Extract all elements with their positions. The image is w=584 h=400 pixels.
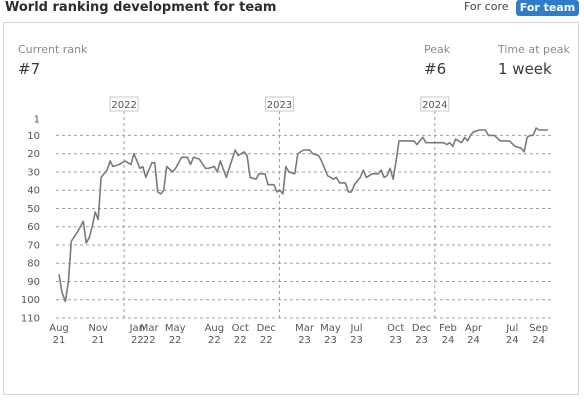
year-marker-label: 2023	[267, 100, 292, 111]
x-tick-month: Sep	[529, 323, 548, 334]
toggle-for-team-button[interactable]: For team	[516, 0, 579, 16]
y-tick-label: 60	[27, 222, 40, 233]
year-marker-box	[264, 96, 294, 112]
y-tick-label: 50	[27, 204, 40, 215]
x-tick-month: Aug	[205, 323, 225, 334]
page-title: World ranking development for team	[5, 0, 277, 15]
year-marker-box	[420, 96, 450, 112]
current-rank-label: Current rank	[18, 43, 88, 56]
x-tick-month: Jan	[129, 323, 145, 334]
x-tick-year: 24	[532, 335, 545, 346]
x-tick-month: Jul	[349, 323, 362, 334]
toggle-for-core-button[interactable]: For core	[464, 0, 509, 13]
year-marker-label: 2022	[111, 100, 136, 111]
x-tick-year: 22	[143, 335, 156, 346]
x-tick-year: 22	[234, 335, 247, 346]
x-tick-year: 23	[389, 335, 402, 346]
header: World ranking development for team For c…	[0, 0, 584, 22]
peak-value: #6	[424, 60, 447, 78]
y-tick-label: 110	[21, 314, 40, 325]
x-tick-year: 22	[208, 335, 221, 346]
ranking-card: Current rank #7 Peak #6 Time at peak 1 w…	[3, 22, 579, 395]
x-tick-month: Aug	[49, 323, 69, 334]
y-tick-label: 90	[27, 277, 40, 288]
x-tick-month: Jul	[505, 323, 518, 334]
x-tick-year: 23	[415, 335, 428, 346]
x-tick-year: 24	[506, 335, 519, 346]
x-tick-year: 23	[298, 335, 311, 346]
current-rank-value: #7	[18, 60, 41, 78]
time-at-peak-label: Time at peak	[498, 43, 570, 56]
x-tick-month: Dec	[412, 323, 431, 334]
x-tick-year: 22	[260, 335, 273, 346]
time-at-peak-value: 1 week	[498, 60, 552, 78]
x-tick-year: 21	[92, 335, 105, 346]
y-tick-label: 10	[27, 131, 40, 142]
x-tick-month: Oct	[232, 323, 249, 334]
y-tick-label: 40	[27, 186, 40, 197]
year-marker-box	[109, 96, 139, 112]
y-tick-label: 1	[34, 115, 40, 126]
x-tick-year: 21	[53, 335, 66, 346]
x-tick-month: May	[320, 323, 341, 334]
y-tick-label: 100	[21, 295, 40, 306]
x-tick-month: Dec	[257, 323, 276, 334]
x-tick-month: Mar	[295, 323, 315, 334]
x-tick-year: 23	[324, 335, 337, 346]
ranking-series-line	[58, 127, 548, 303]
x-tick-month: May	[165, 323, 186, 334]
x-tick-month: Mar	[140, 323, 160, 334]
y-tick-label: 70	[27, 240, 40, 251]
x-tick-year: 24	[467, 335, 480, 346]
year-marker-label: 2024	[422, 100, 447, 111]
y-tick-label: 30	[27, 167, 40, 178]
y-tick-label: 20	[27, 149, 40, 160]
x-tick-month: Oct	[387, 323, 404, 334]
x-tick-month: Nov	[88, 323, 108, 334]
peak-label: Peak	[424, 43, 451, 56]
x-tick-month: Apr	[465, 323, 483, 334]
x-tick-month: Feb	[439, 323, 457, 334]
y-tick-label: 80	[27, 259, 40, 270]
x-tick-year: 24	[442, 335, 455, 346]
x-tick-year: 23	[350, 335, 363, 346]
x-tick-year: 22	[131, 335, 144, 346]
x-tick-year: 22	[169, 335, 182, 346]
